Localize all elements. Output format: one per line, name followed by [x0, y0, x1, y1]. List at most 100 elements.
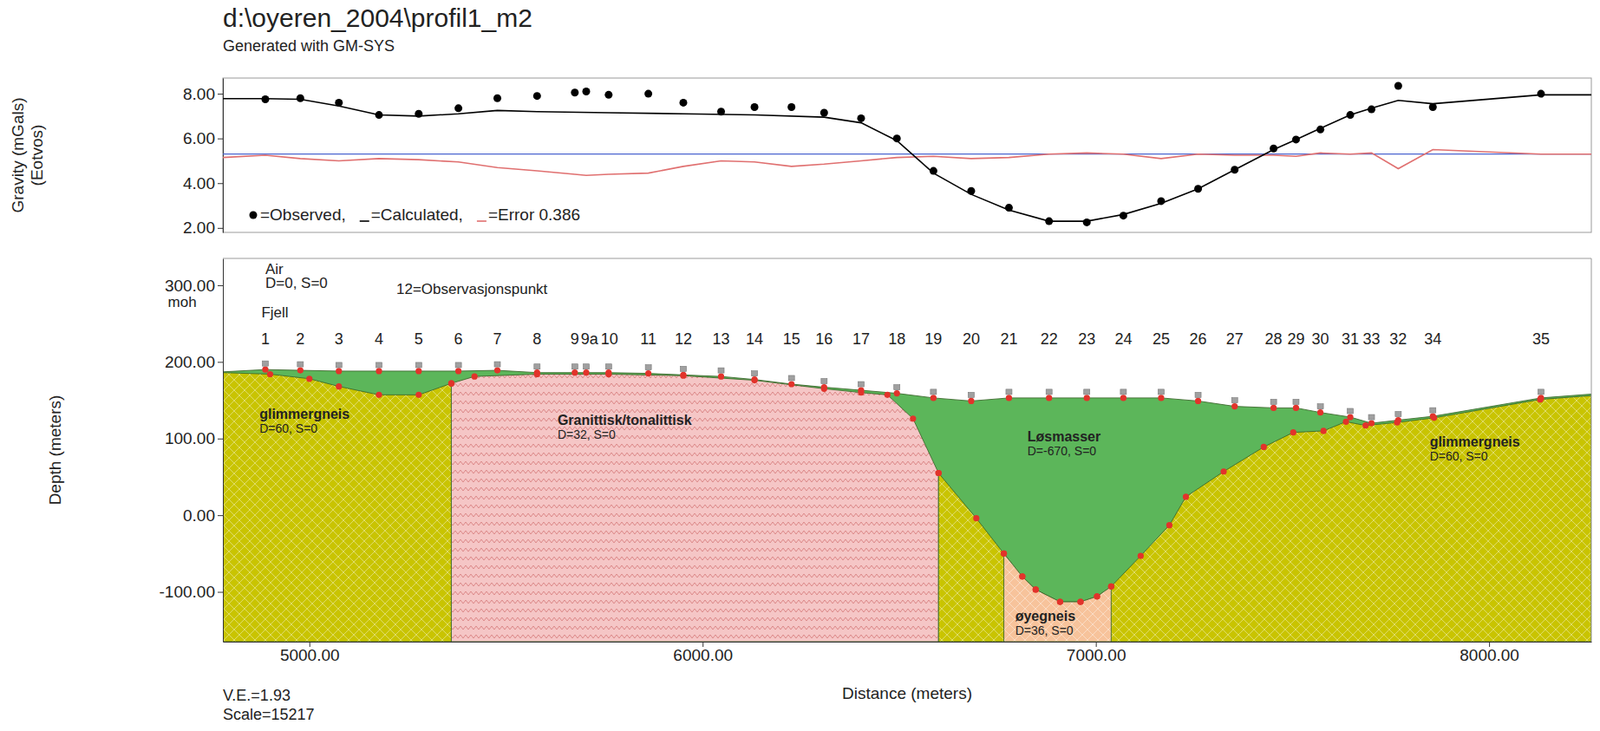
- station-marker: [1270, 398, 1277, 405]
- station-marker: [571, 364, 578, 370]
- station-marker: [582, 364, 589, 370]
- body-vertex: [1077, 598, 1084, 605]
- tick: 0.00: [182, 506, 223, 525]
- body-vertex: [582, 369, 589, 376]
- body-vertex: [679, 372, 686, 379]
- station-label: 7: [492, 330, 502, 348]
- body-vertex: [1368, 419, 1375, 426]
- body-vertex: [1084, 394, 1091, 401]
- body-vertex: [1536, 396, 1543, 403]
- station-label: 28: [1265, 330, 1283, 348]
- observed-point: [493, 94, 502, 103]
- body-name: øyegneis: [1015, 608, 1076, 624]
- station-marker: [1045, 389, 1052, 395]
- body-vertex: [1018, 573, 1026, 580]
- body-vertex: [261, 366, 268, 373]
- observed-point: [1346, 111, 1355, 119]
- geologic-body: [938, 395, 1592, 642]
- observed-point: [296, 94, 305, 103]
- plot-area: [222, 82, 1592, 227]
- annotation: Fjell: [261, 304, 288, 321]
- station-label: 14: [745, 330, 764, 348]
- body-label: D=60, S=0: [1430, 449, 1489, 464]
- geologic-body: [222, 372, 451, 642]
- tick: -100.00: [159, 582, 223, 601]
- station-label: 8: [532, 330, 542, 348]
- tick-label: 6.00: [182, 129, 216, 148]
- station-label: 25: [1152, 330, 1170, 348]
- observed-point: [581, 87, 590, 96]
- body-vertex: [751, 376, 758, 383]
- chart-svg: d:\oyeren_2004\profil1_m2Generated with …: [0, 0, 1600, 731]
- body-vertex: [1032, 586, 1039, 593]
- observed-point: [1194, 184, 1202, 193]
- footer-note: Scale=15217: [222, 705, 315, 724]
- tick: 6.00: [182, 129, 223, 148]
- body-vertex: [1166, 522, 1173, 529]
- tick: 100.00: [164, 429, 223, 448]
- body-vertex: [1120, 394, 1127, 401]
- observed-point: [1367, 105, 1376, 114]
- station-marker: [1347, 408, 1354, 414]
- body-vertex: [1231, 403, 1238, 410]
- station-label: 5: [414, 330, 424, 348]
- tick: 6000.00: [672, 641, 733, 665]
- station-label: 30: [1312, 330, 1330, 348]
- station-marker: [645, 365, 652, 371]
- body-name: Løsmasser: [1027, 429, 1102, 445]
- station-label: 29: [1286, 330, 1305, 348]
- tick-mark: [217, 228, 223, 229]
- station-label: 21: [999, 330, 1018, 348]
- tick-mark: [217, 592, 223, 594]
- station-label: 4: [374, 330, 384, 348]
- station-marker: [1231, 398, 1238, 404]
- tick-mark: [217, 93, 223, 95]
- station-label: 23: [1077, 330, 1096, 348]
- tick-mark: [217, 361, 223, 363]
- body-vertex: [1342, 418, 1349, 425]
- observed-point: [1230, 165, 1239, 174]
- body-vertex: [1346, 413, 1353, 420]
- body-label: D=-670, S=0: [1027, 444, 1098, 458]
- legend-label: =Calculated,: [371, 205, 464, 224]
- y-axis: 2.004.006.008.00: [182, 78, 223, 238]
- body-vertex: [1057, 598, 1064, 605]
- annotation: D=0, S=0: [265, 274, 328, 292]
- body-vertex: [909, 415, 916, 422]
- station-marker: [1430, 407, 1437, 413]
- body-vertex: [1000, 550, 1007, 557]
- station-label: 11: [640, 330, 657, 348]
- legend-label: =Observed,: [260, 205, 347, 224]
- station-label: 31: [1341, 330, 1359, 348]
- body-vertex: [894, 390, 901, 397]
- observed-point: [966, 187, 975, 196]
- observed-point: [414, 110, 423, 118]
- observed-point: [893, 134, 902, 143]
- tick-mark: [217, 182, 223, 184]
- legend-symbol: [476, 220, 487, 223]
- body-vertex: [1362, 422, 1369, 429]
- body-vertex: [788, 380, 795, 387]
- observed-point: [751, 103, 759, 112]
- observed-point: [1316, 125, 1325, 134]
- body-vertex: [471, 373, 478, 380]
- station-marker: [1195, 391, 1202, 398]
- body-vertex: [1393, 419, 1400, 426]
- station-label: 9: [570, 330, 580, 348]
- reference-line: [222, 153, 1592, 155]
- observed-point: [1269, 144, 1278, 153]
- observed-point: [261, 95, 269, 104]
- body-vertex: [751, 377, 758, 384]
- station-label: 2: [295, 330, 305, 348]
- series-line: [222, 150, 1592, 177]
- station-label: 26: [1189, 330, 1208, 348]
- station-marker: [494, 361, 501, 367]
- tick-label: 8.00: [182, 84, 216, 104]
- observed-point: [856, 114, 865, 123]
- plot-frame: [222, 78, 1592, 233]
- body-vertex: [645, 370, 652, 377]
- body-vertex: [1320, 427, 1327, 434]
- station-marker: [605, 364, 612, 370]
- tick-label: 2.00: [182, 218, 216, 237]
- body-name: glimmergneis: [259, 406, 350, 422]
